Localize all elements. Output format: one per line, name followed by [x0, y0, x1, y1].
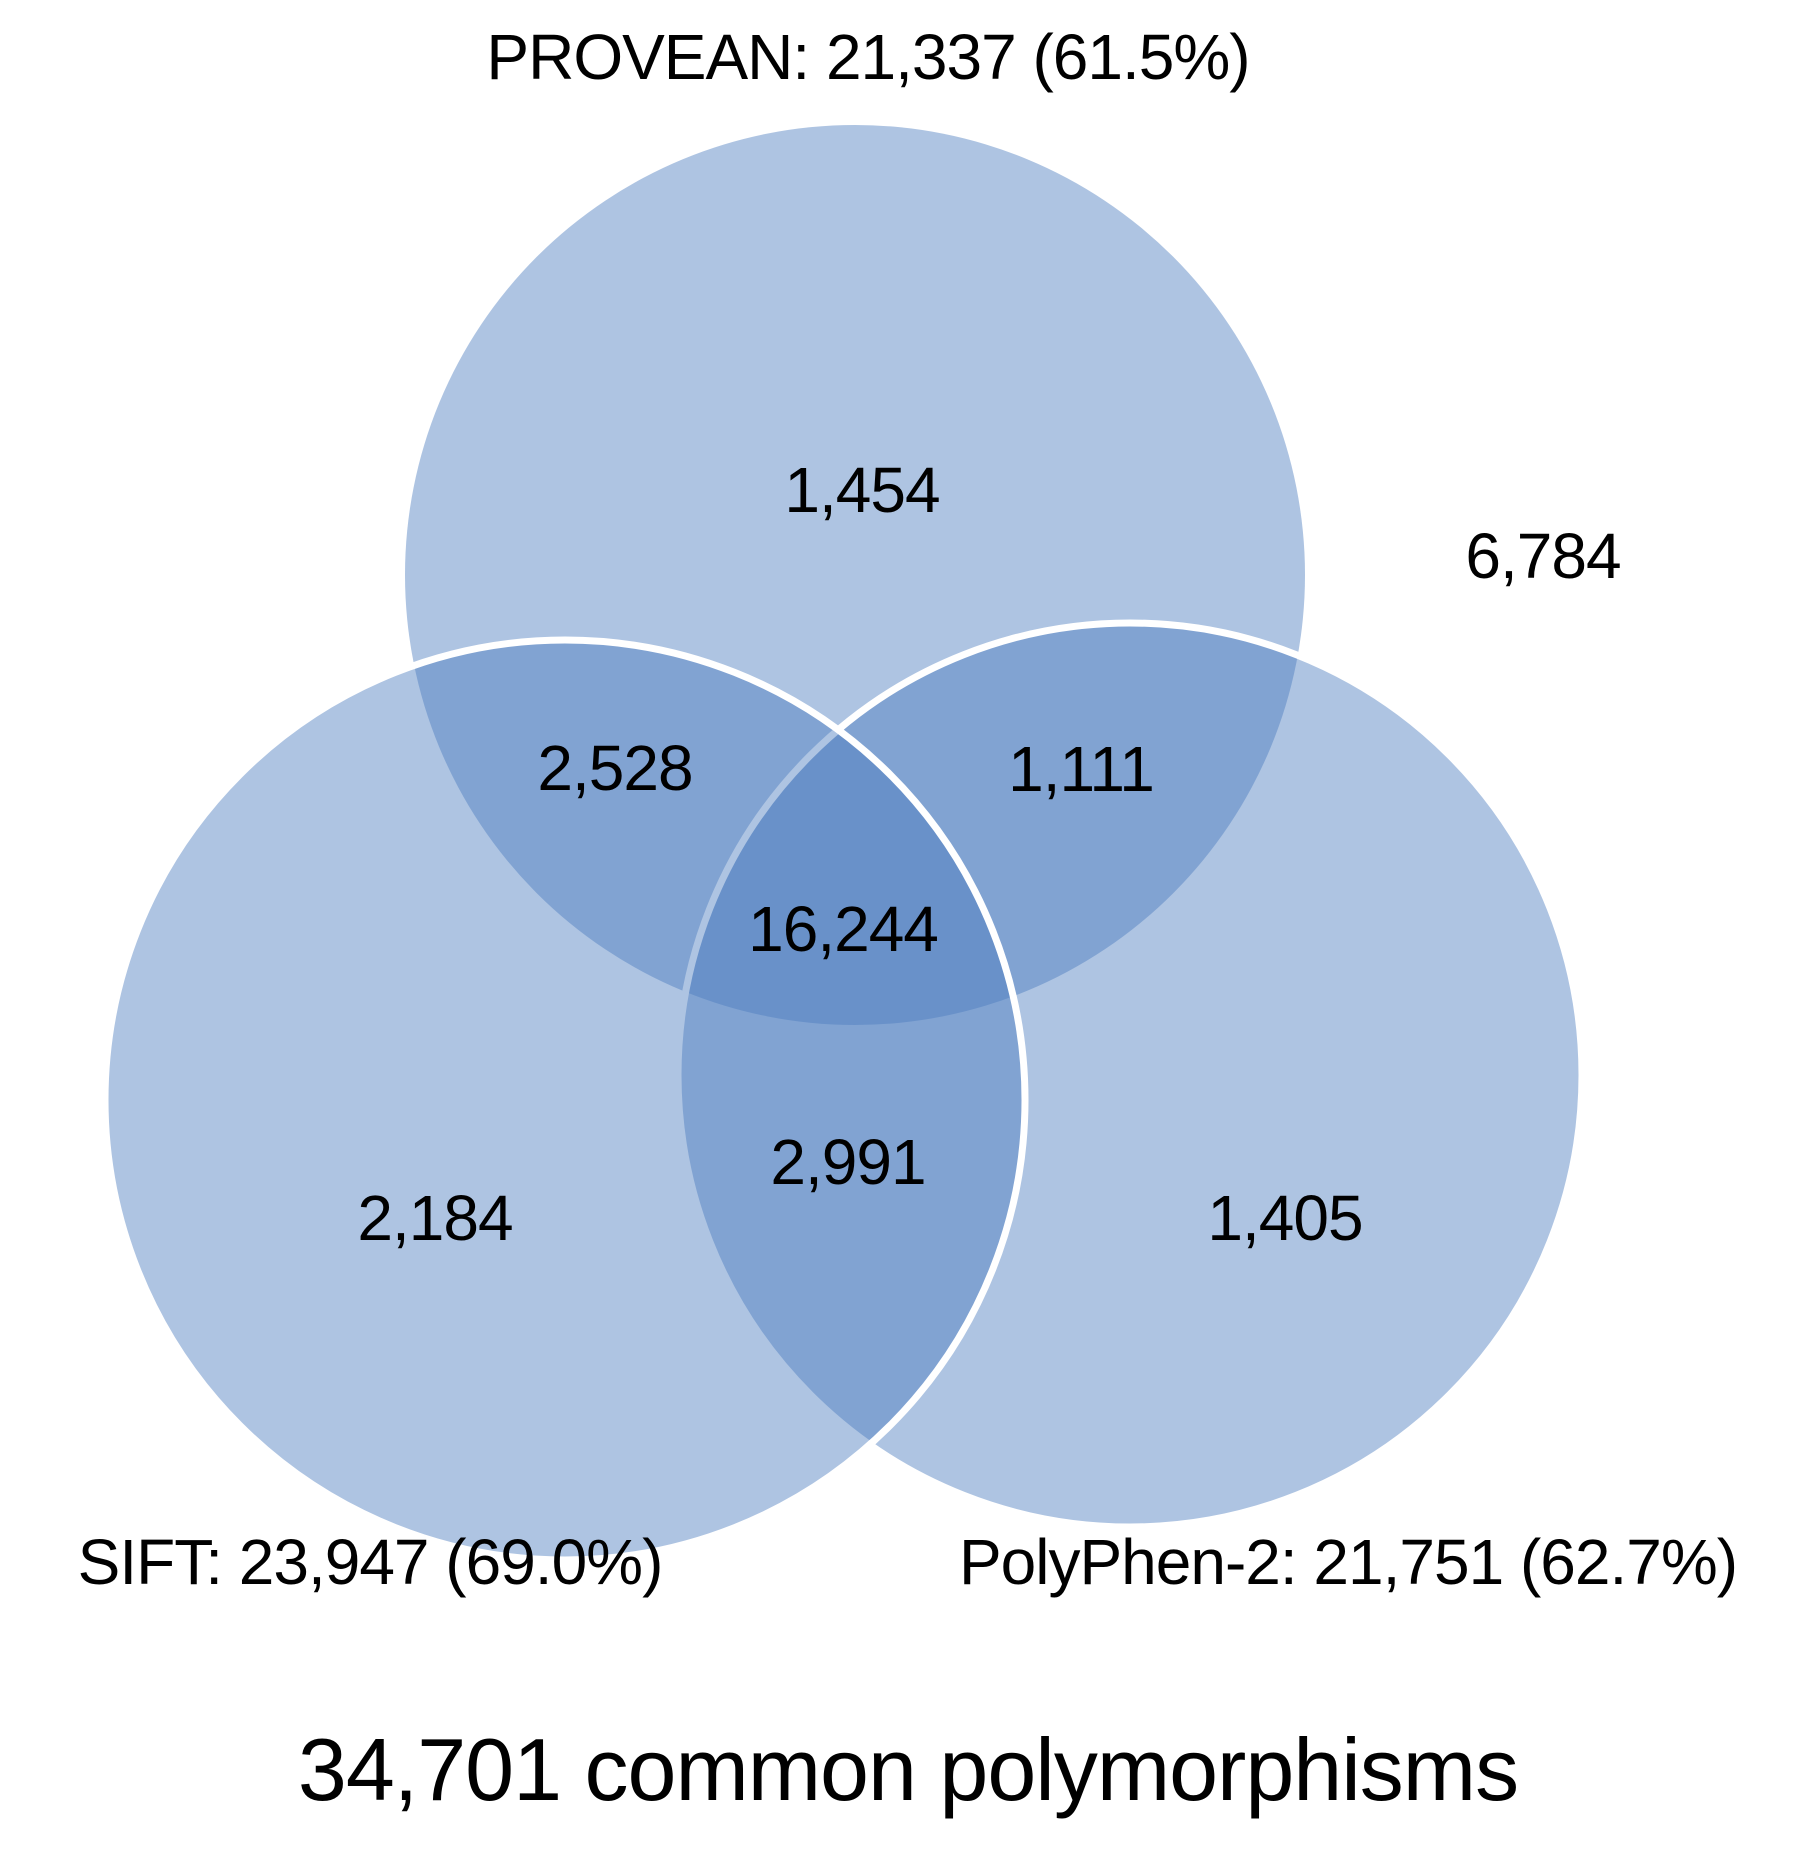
region-count-polyphen-only: 1,405 — [1207, 1181, 1363, 1254]
provean-set-label: PROVEAN: 21,337 (61.5%) — [486, 20, 1250, 93]
region-count-all-three: 16,244 — [748, 892, 939, 965]
region-count-outside-all: 6,784 — [1465, 519, 1621, 592]
sift-circle — [101, 636, 1029, 1564]
provean-circle — [405, 125, 1305, 1025]
sift-set-label: SIFT: 23,947 (69.0%) — [77, 1525, 664, 1598]
figure-caption: 34,701 common polymorphisms — [297, 1720, 1519, 1819]
region-count-provean-only: 1,454 — [784, 453, 940, 526]
polyphen-circle — [674, 619, 1586, 1531]
polyphen-set-label: PolyPhen-2: 21,751 (62.7%) — [958, 1525, 1738, 1598]
region-count-sift-only: 2,184 — [357, 1181, 513, 1254]
region-count-provean-sift: 2,528 — [537, 731, 693, 804]
region-count-sift-polyphen: 2,991 — [770, 1125, 926, 1198]
region-count-provean-polyphen: 1,111 — [1008, 732, 1155, 805]
